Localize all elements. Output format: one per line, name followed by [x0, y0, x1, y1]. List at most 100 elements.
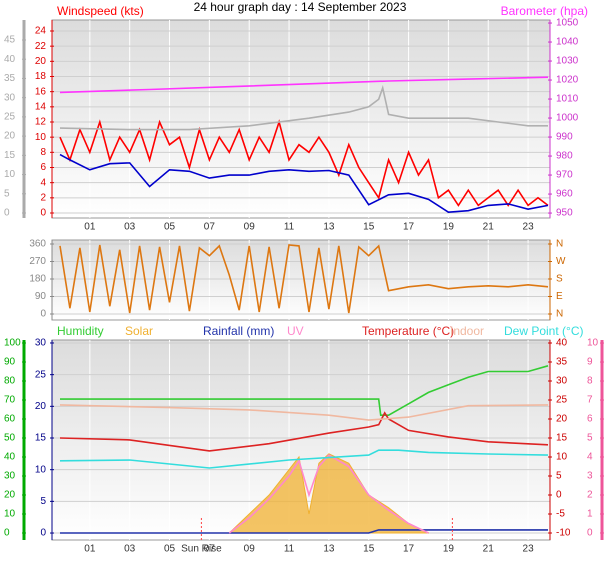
x-tick-label: 21 — [483, 222, 495, 233]
y-tick-label: 35 — [4, 73, 16, 84]
line — [59, 85, 548, 131]
line — [59, 119, 549, 207]
line — [60, 365, 549, 416]
y-tick-label: 6 — [587, 414, 593, 425]
x-tick-label: 13 — [323, 222, 335, 233]
y-tick-label: 10 — [556, 452, 568, 463]
y-tick-label: 180 — [29, 274, 46, 285]
y-tick-label: 360 — [29, 239, 46, 250]
y-tick-label: 40 — [556, 338, 568, 349]
y-tick-label: 24 — [35, 26, 47, 37]
y-tick-label: 22 — [35, 41, 47, 52]
y-tick-label: 15 — [556, 433, 568, 444]
y-tick-label: 20 — [4, 490, 16, 501]
y-tick-label: 15 — [4, 150, 16, 161]
line — [59, 153, 549, 214]
y-tick-label: 18 — [35, 71, 47, 82]
y-tick-label: 10 — [35, 464, 47, 475]
y-tick-label: 980 — [556, 151, 573, 162]
x-tick-label: 17 — [403, 222, 415, 233]
legend-entry: Barometer (hpa) — [501, 4, 588, 18]
y-tick-label: 270 — [29, 256, 46, 267]
annotation: Sun Rise — [181, 544, 222, 555]
x-tick-label: 09 — [244, 222, 256, 233]
x-tick-label: 09 — [244, 544, 256, 555]
x-tick-label: 01 — [84, 222, 96, 233]
y-tick-label: 45 — [4, 35, 16, 46]
y-tick-label: E — [556, 291, 563, 302]
line — [228, 454, 429, 534]
legend-entry: Temperature (°C) — [362, 324, 454, 338]
y-tick-label: N — [556, 239, 563, 250]
y-tick-label: 970 — [556, 170, 573, 181]
y-tick-label: 9 — [587, 357, 593, 368]
y-tick-label: 10 — [35, 132, 47, 143]
y-tick-label: 7 — [587, 395, 593, 406]
y-tick-label: 20 — [35, 56, 47, 67]
y-tick-label: 3 — [587, 471, 593, 482]
y-tick-label: 0 — [4, 528, 10, 539]
y-tick-label: 1030 — [556, 56, 579, 67]
y-tick-label: 2 — [40, 192, 46, 203]
x-tick-label: 07 — [204, 544, 216, 555]
y-tick-label: 1 — [587, 509, 593, 520]
y-tick-label: 960 — [556, 189, 573, 200]
y-tick-label: 1020 — [556, 75, 579, 86]
x-tick-label: 15 — [363, 222, 375, 233]
y-tick-label: 5 — [556, 471, 562, 482]
x-tick-label: 17 — [403, 544, 415, 555]
x-tick-label: 03 — [124, 544, 136, 555]
y-tick-label: 10 — [4, 509, 16, 520]
y-tick-label: 4 — [40, 177, 46, 188]
y-tick-label: 25 — [556, 395, 568, 406]
x-tick-label: 01 — [84, 544, 96, 555]
y-tick-label: 70 — [4, 395, 16, 406]
x-tick-label: 21 — [483, 544, 495, 555]
y-tick-label: 1050 — [556, 18, 579, 29]
y-tick-label: N — [556, 309, 563, 320]
y-tick-label: 6 — [40, 162, 46, 173]
x-tick-label: 23 — [523, 222, 535, 233]
y-tick-label: -5 — [556, 509, 565, 520]
y-tick-label: 0 — [587, 528, 593, 539]
y-tick-label: 14 — [35, 101, 47, 112]
y-tick-label: 30 — [4, 92, 16, 103]
x-tick-label: 13 — [323, 544, 335, 555]
x-tick-label: 07 — [204, 222, 216, 233]
y-tick-label: 0 — [4, 208, 10, 219]
y-tick-label: 40 — [4, 452, 16, 463]
y-tick-label: 950 — [556, 208, 573, 219]
y-tick-label: 50 — [4, 433, 16, 444]
y-tick-label: 8 — [40, 147, 46, 158]
y-tick-label: 0 — [40, 528, 46, 539]
y-tick-label: 90 — [4, 357, 16, 368]
line — [59, 404, 549, 421]
y-tick-label: 40 — [4, 54, 16, 65]
y-tick-label: 30 — [4, 471, 16, 482]
y-tick-label: 10 — [587, 338, 599, 349]
y-tick-label: 20 — [4, 131, 16, 142]
y-tick-label: 5 — [4, 188, 10, 199]
x-tick-label: 15 — [363, 544, 375, 555]
y-tick-label: 2 — [587, 490, 593, 501]
plot-background — [51, 239, 551, 321]
line — [59, 76, 549, 94]
legend-entry: Indoor — [450, 324, 484, 338]
y-tick-label: 25 — [35, 369, 47, 380]
legend-entry: Rainfall (mm) — [203, 324, 274, 338]
x-tick-label: 05 — [164, 544, 176, 555]
y-tick-label: 16 — [35, 86, 47, 97]
y-tick-label: 30 — [556, 376, 568, 387]
y-tick-label: 1040 — [556, 37, 579, 48]
y-tick-label: 5 — [40, 496, 46, 507]
y-tick-label: 60 — [4, 414, 16, 425]
y-tick-label: 5 — [587, 433, 593, 444]
y-tick-label: 10 — [4, 169, 16, 180]
y-tick-label: 990 — [556, 132, 573, 143]
y-tick-label: -10 — [556, 528, 571, 539]
y-tick-label: S — [556, 274, 563, 285]
x-tick-label: 03 — [124, 222, 136, 233]
x-tick-label: 05 — [164, 222, 176, 233]
y-tick-label: 1010 — [556, 94, 579, 105]
